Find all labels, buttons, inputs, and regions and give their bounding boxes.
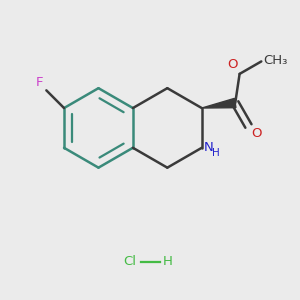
Text: H: H [163,255,173,268]
Text: H: H [212,148,220,158]
Text: F: F [35,76,43,89]
Text: O: O [228,58,238,71]
Text: O: O [251,128,262,140]
Polygon shape [202,98,236,108]
Text: Cl: Cl [124,255,137,268]
Text: CH₃: CH₃ [264,54,288,67]
Text: N: N [204,141,214,154]
